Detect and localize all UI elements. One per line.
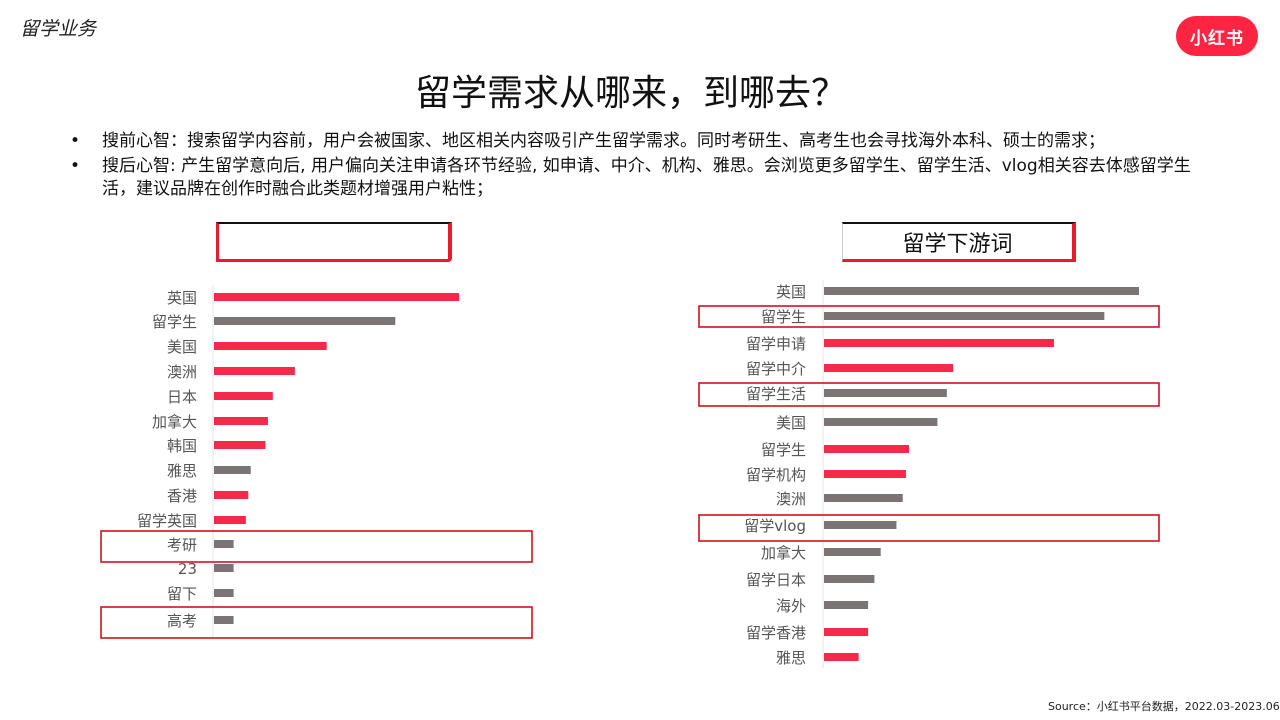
right-chart-bar (824, 653, 859, 661)
right-chart-category-label: 海外 (776, 597, 806, 615)
bullet-text: 搜前心智：搜索留学内容前，用户会被国家、地区相关内容吸引产生留学需求。同时考研生… (102, 131, 1105, 151)
left-chart-bar (214, 293, 459, 301)
right-chart-category-label: 留学生 (761, 308, 806, 326)
page-title: 留学需求从哪来，到哪去？ (414, 73, 847, 114)
right-chart-category-label: 留学vlog (744, 517, 806, 535)
right-chart-highlight-box (698, 305, 1160, 328)
bullet-item: • 搜前心智：搜索留学内容前，用户会被国家、地区相关内容吸引产生留学需求。同时考… (70, 130, 1220, 153)
right-chart-bar (824, 339, 1054, 347)
left-chart-bar (214, 392, 273, 400)
xiaohongshu-logo: 小红书 (1176, 16, 1258, 56)
right-chart-bar (824, 601, 869, 609)
left-chart-bar (214, 317, 396, 325)
left-chart-category-label: 日本 (167, 388, 197, 406)
right-chart-category-label: 雅思 (776, 649, 806, 667)
right-chart-category-label: 加拿大 (761, 544, 806, 562)
right-chart-category-label: 留学生 (761, 441, 806, 459)
left-chart-category-label: 留学英国 (137, 512, 197, 530)
bullet-list: • 搜前心智：搜索留学内容前，用户会被国家、地区相关内容吸引产生留学需求。同时考… (70, 130, 1220, 203)
left-chart-category-label: 考研 (167, 536, 197, 554)
bullet-dot-icon: • (70, 156, 81, 176)
right-chart-category-label: 留学机构 (746, 466, 806, 484)
left-chart-category-label: 韩国 (167, 437, 197, 455)
bullet-text: 搜后心智: 产生留学意向后, 用户偏向关注申请各环节经验, 如申请、中介、机构、… (102, 156, 1191, 199)
right-chart-bar (824, 364, 954, 372)
left-chart-bar (214, 417, 268, 425)
right-chart-category-label: 留学申请 (746, 335, 806, 353)
right-chart-highlight-box (698, 514, 1160, 542)
left-chart-bar (214, 564, 234, 572)
right-chart-bar (824, 312, 1105, 320)
left-chart-bar (214, 367, 295, 375)
right-chart-bar (824, 521, 897, 529)
right-panel-title-text: 留学下游词 (902, 231, 1013, 257)
left-chart-highlight-box (100, 606, 533, 639)
left-chart-category-label: 香港 (167, 487, 197, 505)
section-label: 留学业务 (20, 18, 97, 40)
bullet-dot-icon: • (70, 131, 81, 151)
right-chart-bar (824, 418, 938, 426)
bullet-item: • 搜后心智: 产生留学意向后, 用户偏向关注申请各环节经验, 如申请、中介、机… (70, 155, 1220, 201)
right-chart-category-label: 留学日本 (746, 571, 806, 589)
right-chart-highlight-box (698, 382, 1160, 407)
right-chart-category-label: 留学中介 (746, 360, 806, 378)
right-chart-bar (824, 575, 875, 583)
left-chart-category-label: 加拿大 (152, 413, 197, 431)
left-chart-category-label: 美国 (167, 338, 197, 356)
left-panel-title-inner (221, 228, 444, 257)
right-chart-bar (824, 548, 881, 556)
left-chart-bar (214, 616, 234, 624)
left-chart-bar (214, 516, 246, 524)
left-chart-bar (214, 540, 234, 548)
right-chart-bar (824, 628, 869, 636)
left-chart-category-label: 澳洲 (167, 363, 197, 381)
left-chart-category-label: 留学生 (152, 313, 197, 331)
left-chart-category-label: 雅思 (167, 462, 197, 480)
left-panel-title (216, 222, 452, 262)
left-chart-highlight-box (100, 530, 533, 563)
right-chart-bar (824, 445, 910, 453)
right-chart-category-label: 英国 (776, 283, 806, 301)
right-chart-category-label: 澳洲 (776, 490, 806, 508)
right-chart-bar (824, 494, 903, 502)
left-chart-bar (214, 342, 327, 350)
source-note: Source：小红书平台数据，2022.03-2023.06 (1048, 700, 1280, 713)
right-chart-category-label: 留学香港 (746, 624, 806, 642)
left-chart-category-label: 留下 (167, 585, 197, 603)
right-chart-bar (824, 389, 947, 397)
right-chart-category-label: 美国 (776, 414, 806, 432)
left-chart-category-label: 高考 (167, 612, 197, 630)
left-chart-category-label: 23 (178, 560, 197, 578)
right-chart-bar (824, 470, 906, 478)
right-chart-bar (824, 287, 1139, 295)
left-chart-bar (214, 466, 251, 474)
left-chart-bar (214, 441, 266, 449)
left-chart-bar (214, 491, 249, 499)
right-panel-title: 留学下游词 (842, 222, 1076, 262)
right-chart-category-label: 留学生活 (746, 385, 806, 403)
left-chart-bar (214, 589, 234, 597)
left-chart-category-label: 英国 (167, 289, 197, 307)
